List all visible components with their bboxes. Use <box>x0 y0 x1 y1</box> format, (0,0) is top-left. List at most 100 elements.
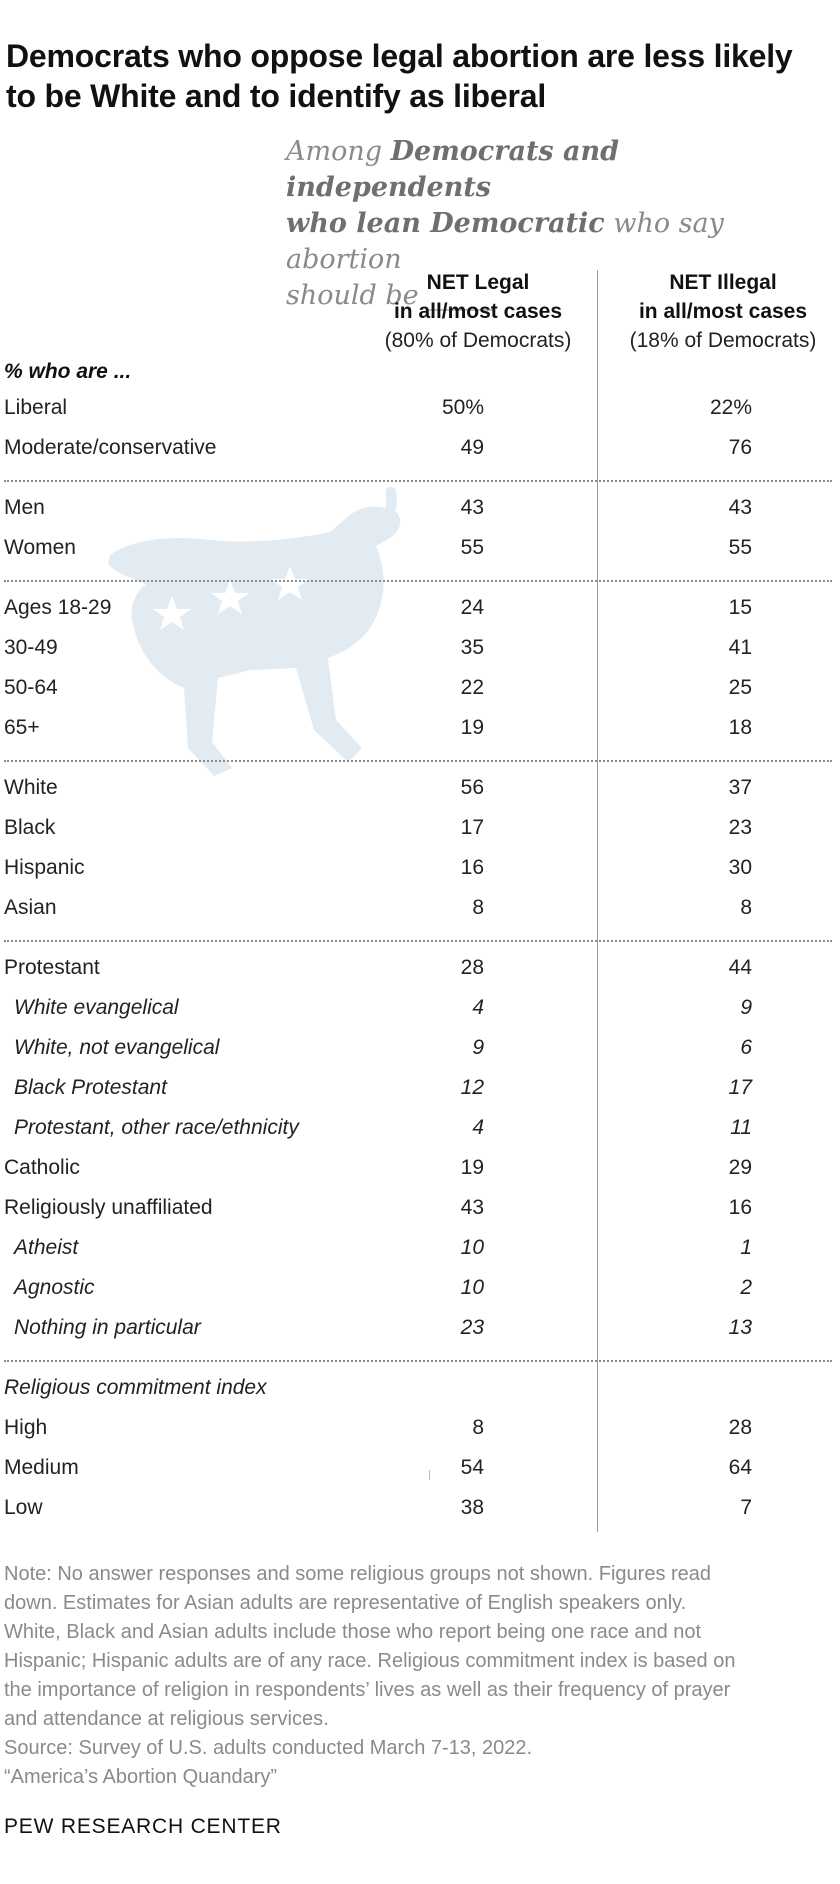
legal-value: 35 <box>460 636 484 659</box>
table-row: Moderate/conservative 49 76 <box>0 430 840 466</box>
illegal-value: 18 <box>728 716 752 739</box>
legal-value: 56 <box>460 776 484 799</box>
legal-value: 28 <box>460 956 484 979</box>
note-line: and attendance at religious services. <box>4 1708 329 1730</box>
section-label: % who are ... <box>4 360 132 383</box>
illegal-value: 23 <box>728 816 752 839</box>
row-label: Religiously unaffiliated <box>4 1196 213 1219</box>
row-label: Asian <box>4 896 57 919</box>
legal-value: 8 <box>472 1416 484 1439</box>
row-label: 30-49 <box>4 636 58 659</box>
illegal-value: 44 <box>728 956 752 979</box>
table-row: Liberal 50% 22% <box>0 390 840 426</box>
legal-value: 19 <box>460 1156 484 1179</box>
legal-value: 4 <box>472 1116 484 1139</box>
column-header-legal-line3: (80% of Democrats) <box>384 329 572 352</box>
illegal-value: 1 <box>740 1236 752 1259</box>
group-separator <box>4 940 832 942</box>
legal-value: 10 <box>460 1276 484 1299</box>
chart-title-line-1: Democrats who oppose legal abortion are … <box>6 38 793 74</box>
column-divider-line <box>597 270 598 1532</box>
subtitle-line2-plain: who say abortion <box>286 208 724 275</box>
row-label: Protestant, other race/ethnicity <box>14 1116 299 1139</box>
illegal-value: 8 <box>740 896 752 919</box>
legal-value: 55 <box>460 536 484 559</box>
column-header-illegal: NET Illegal in all/most cases (18% of De… <box>613 268 833 355</box>
illegal-value: 28 <box>728 1416 752 1439</box>
source-line: Source: Survey of U.S. adults conducted … <box>4 1737 533 1759</box>
chart-title-line-2: to be White and to identify as liberal <box>6 78 547 114</box>
note-line: Note: No answer responses and some relig… <box>4 1563 712 1585</box>
row-label: Moderate/conservative <box>4 436 217 459</box>
legal-value: 19 <box>460 716 484 739</box>
row-label: Ages 18-29 <box>4 596 112 619</box>
table-row: White evangelical 4 9 <box>0 990 840 1026</box>
illegal-value: 25 <box>728 676 752 699</box>
group-header: Religious commitment index <box>0 1370 840 1406</box>
illegal-value: 17 <box>728 1076 752 1099</box>
subtitle-line3: should be _____ <box>286 280 495 311</box>
table-row: Men 43 43 <box>0 490 840 526</box>
report-title-line: “America’s Abortion Quandary” <box>4 1766 278 1788</box>
row-label: Atheist <box>14 1236 79 1259</box>
row-label: Black <box>4 816 56 839</box>
column-header-legal-line1: NET Legal <box>426 271 530 294</box>
table-row: Black 17 23 <box>0 810 840 846</box>
legal-value: 9 <box>472 1036 484 1059</box>
illegal-value: 16 <box>728 1196 752 1219</box>
subtitle-line1-plain: Among <box>286 136 391 167</box>
legal-value: 38 <box>460 1496 484 1519</box>
illegal-value: 13 <box>728 1316 752 1339</box>
column-header-illegal-line2: in all/most cases <box>638 300 808 323</box>
legal-value: 49 <box>460 436 484 459</box>
table-row: Atheist 10 1 <box>0 1230 840 1266</box>
group-separator <box>4 580 832 582</box>
column-header-legal-line2: in all/most cases <box>393 300 563 323</box>
column-header-illegal-line1: NET Illegal <box>669 271 777 294</box>
illegal-value: 9 <box>740 996 752 1019</box>
illegal-value: 29 <box>728 1156 752 1179</box>
legal-value: 16 <box>460 856 484 879</box>
table-row: Medium 54 64 <box>0 1450 840 1486</box>
illegal-value: 76 <box>728 436 752 459</box>
brand-label: PEW RESEARCH CENTER <box>4 1815 282 1838</box>
legal-value: 4 <box>472 996 484 1019</box>
illegal-value: 6 <box>740 1036 752 1059</box>
table-row: Agnostic 10 2 <box>0 1270 840 1306</box>
table-row: 30-49 35 41 <box>0 630 840 666</box>
row-label: Medium <box>4 1456 79 1479</box>
table-row: White, not evangelical 9 6 <box>0 1030 840 1066</box>
row-label: White <box>4 776 58 799</box>
group-separator <box>4 1360 832 1362</box>
table-row: Women 55 55 <box>0 530 840 566</box>
column-header-legal: NET Legal in all/most cases (80% of Demo… <box>368 268 588 355</box>
chart-title: Democrats who oppose legal abortion are … <box>6 36 834 116</box>
illegal-value: 64 <box>728 1456 752 1479</box>
legal-value: 54 <box>460 1456 484 1479</box>
row-label: Black Protestant <box>14 1076 167 1099</box>
illegal-value: 7 <box>740 1496 752 1519</box>
row-label: Men <box>4 496 45 519</box>
illegal-value: 55 <box>728 536 752 559</box>
illegal-value: 2 <box>740 1276 752 1299</box>
table-row: Protestant 28 44 <box>0 950 840 986</box>
row-label: Catholic <box>4 1156 80 1179</box>
subtitle-line1-bold: Democrats and independents <box>286 136 620 203</box>
table-row: Asian 8 8 <box>0 890 840 926</box>
chart-subtitle: Among Democrats and independents who lea… <box>286 134 826 314</box>
legal-value: 43 <box>460 496 484 519</box>
group-separator <box>4 760 832 762</box>
tick-mark <box>429 1470 430 1480</box>
row-label: Agnostic <box>14 1276 95 1299</box>
table-row: 50-64 22 25 <box>0 670 840 706</box>
row-label: Liberal <box>4 396 68 419</box>
democratic-donkey-watermark-icon <box>108 486 401 776</box>
table-row: 65+ 19 18 <box>0 710 840 746</box>
illegal-value: 11 <box>730 1116 752 1139</box>
table-row: White 56 37 <box>0 770 840 806</box>
legal-value: 8 <box>472 896 484 919</box>
legal-value: 22 <box>460 676 484 699</box>
table-row: High 8 28 <box>0 1410 840 1446</box>
subtitle-line2-bold: who lean Democratic <box>286 208 605 239</box>
row-label: Nothing in particular <box>14 1316 201 1339</box>
